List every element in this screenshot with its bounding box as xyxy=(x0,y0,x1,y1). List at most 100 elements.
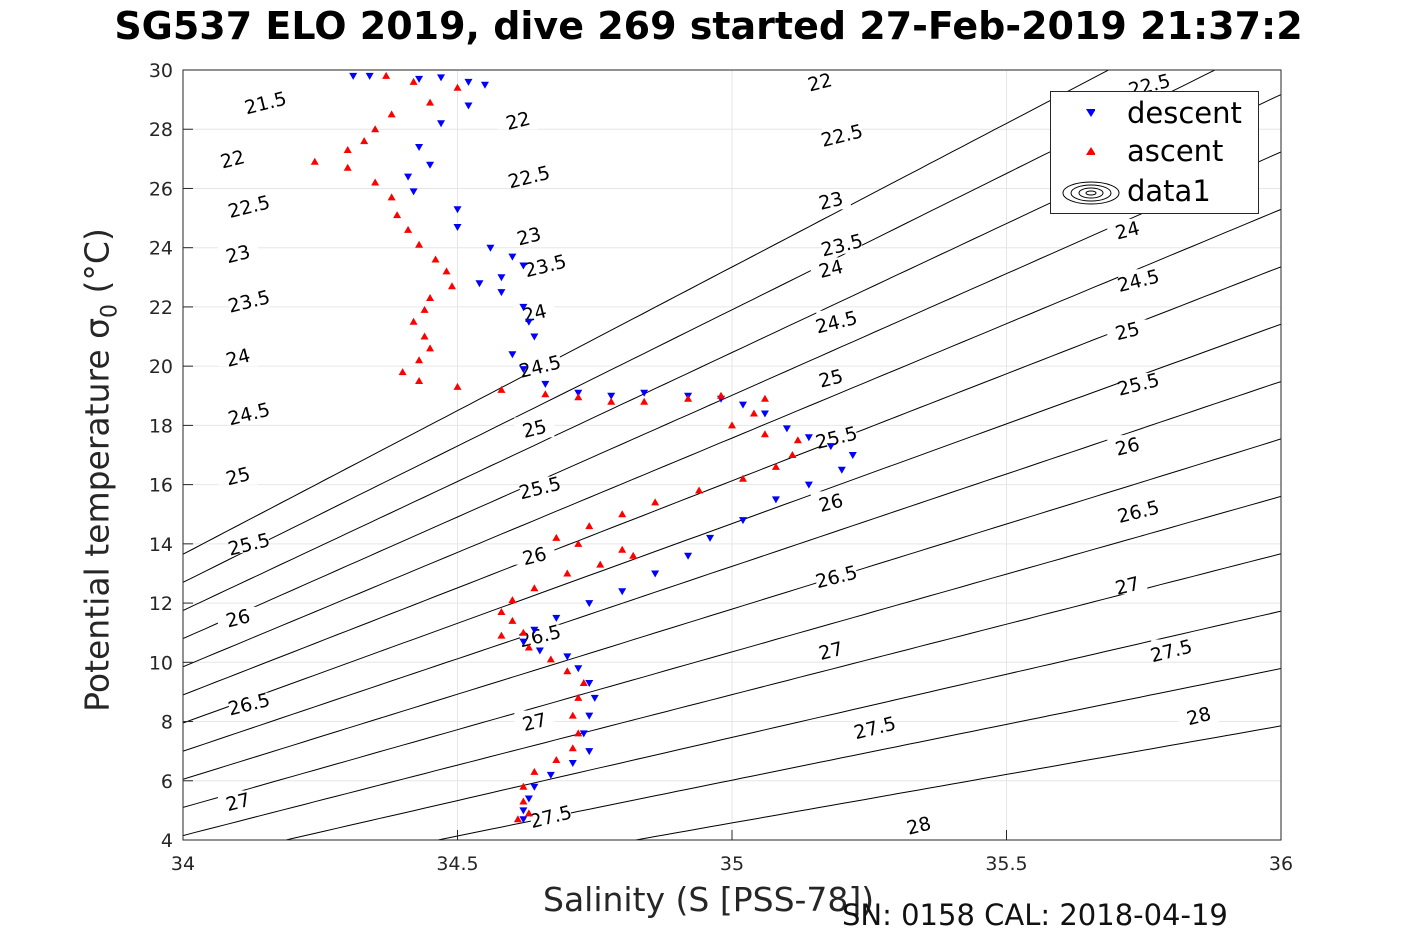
contour-label: 23.5 xyxy=(522,251,568,283)
data-points xyxy=(310,71,857,824)
descent-point xyxy=(524,795,533,803)
legend-item-data1: data1 xyxy=(1051,172,1260,210)
descent-point xyxy=(519,262,528,270)
x-tick-label: 34.5 xyxy=(436,853,478,875)
descent-point xyxy=(618,588,627,596)
descent-point xyxy=(590,694,599,702)
descent-point xyxy=(848,452,857,459)
descent-point xyxy=(760,410,769,418)
ascent-point xyxy=(453,382,462,390)
ascent-point xyxy=(310,157,319,165)
ascent-point xyxy=(393,211,402,219)
ascent-point xyxy=(343,145,352,153)
descent-point xyxy=(519,807,528,815)
ascent-point xyxy=(771,462,780,470)
descent-point xyxy=(804,481,813,489)
ascent-point xyxy=(382,71,391,79)
ascent-point xyxy=(651,498,660,506)
descent-point xyxy=(651,570,660,578)
contour-label: 23.5 xyxy=(226,286,272,318)
ascent-point xyxy=(519,797,528,805)
isopycnal-line xyxy=(183,266,1281,696)
descent-point xyxy=(563,653,572,661)
ascent-point xyxy=(530,767,539,775)
descent-point xyxy=(453,206,462,214)
contour-label: 22.5 xyxy=(226,191,272,223)
y-axis-label: Potential temperature σ0 (°C) xyxy=(77,228,123,712)
blue-triangle-down-icon xyxy=(1086,109,1095,117)
contour-label: 23 xyxy=(508,223,549,250)
ascent-point xyxy=(618,545,627,553)
contour-label: 27.5 xyxy=(528,801,574,833)
descent-point xyxy=(349,72,358,80)
x-axis-label: Salinity (S [PSS-78]) xyxy=(543,880,875,919)
contour-label: 23 xyxy=(810,188,851,215)
ascent-point xyxy=(568,744,577,752)
ascent-point xyxy=(563,667,572,675)
ascent-point xyxy=(738,474,747,482)
ascent-point xyxy=(404,225,413,233)
ascent-point xyxy=(793,436,802,444)
descent-point xyxy=(782,425,791,433)
descent-point xyxy=(579,730,588,738)
ascent-point xyxy=(426,98,435,106)
ascent-point xyxy=(607,397,616,405)
contour-ellipse-icon xyxy=(1062,181,1120,205)
descent-point xyxy=(640,389,649,397)
descent-point xyxy=(464,78,473,86)
ascent-point xyxy=(415,240,424,248)
y-tick-label: 4 xyxy=(161,830,173,852)
descent-point xyxy=(607,392,616,400)
isopycnal-line xyxy=(183,323,1281,724)
ascent-point xyxy=(371,178,380,186)
descent-point xyxy=(437,74,446,82)
ascent-point xyxy=(409,317,418,325)
contour-label: 23 xyxy=(217,241,258,268)
ascent-point xyxy=(524,643,533,651)
ascent-point xyxy=(415,376,424,384)
y-tick-label: 18 xyxy=(149,415,173,437)
x-tick-label: 36 xyxy=(1269,853,1293,875)
ascent-point xyxy=(629,551,638,559)
descent-point xyxy=(541,380,550,388)
contour-label: 27 xyxy=(217,789,258,816)
descent-point xyxy=(508,351,517,359)
contour-label: 22.5 xyxy=(819,120,865,152)
legend-item-descent: descent xyxy=(1051,94,1260,132)
descent-point xyxy=(508,253,517,261)
ascent-point xyxy=(546,655,555,663)
ascent-point xyxy=(574,729,583,737)
isopycnal-line xyxy=(183,495,1281,808)
ascent-point xyxy=(513,815,522,823)
ascent-point xyxy=(420,332,429,340)
calibration-footer: SN: 0158 CAL: 2018-04-19 xyxy=(842,898,1228,932)
ascent-point xyxy=(749,409,758,417)
y-tick-label: 28 xyxy=(149,119,173,141)
ascent-point xyxy=(640,397,649,405)
ascent-point xyxy=(497,385,506,393)
ascent-point xyxy=(618,510,627,518)
ascent-point xyxy=(442,267,451,275)
descent-point xyxy=(409,188,418,196)
descent-point xyxy=(464,102,473,110)
y-tick-label: 20 xyxy=(149,356,173,378)
ascent-point xyxy=(568,711,577,719)
descent-point xyxy=(480,81,489,89)
descent-point xyxy=(552,614,561,622)
descent-point xyxy=(585,748,594,756)
ascent-point xyxy=(574,539,583,547)
contour-label: 24 xyxy=(1107,217,1148,244)
ascent-point xyxy=(524,809,533,817)
descent-point xyxy=(738,401,747,409)
descent-point xyxy=(574,665,583,673)
ascent-point xyxy=(360,137,369,145)
contour-label: 26 xyxy=(217,605,258,632)
ascent-point xyxy=(760,430,769,438)
legend: descent ascent data1 xyxy=(1050,91,1259,214)
descent-point xyxy=(535,647,544,655)
descent-point xyxy=(706,534,715,542)
x-tick-label: 34 xyxy=(171,853,195,875)
descent-point xyxy=(738,517,747,525)
descent-point xyxy=(519,816,528,824)
legend-item-ascent: ascent xyxy=(1051,132,1260,170)
